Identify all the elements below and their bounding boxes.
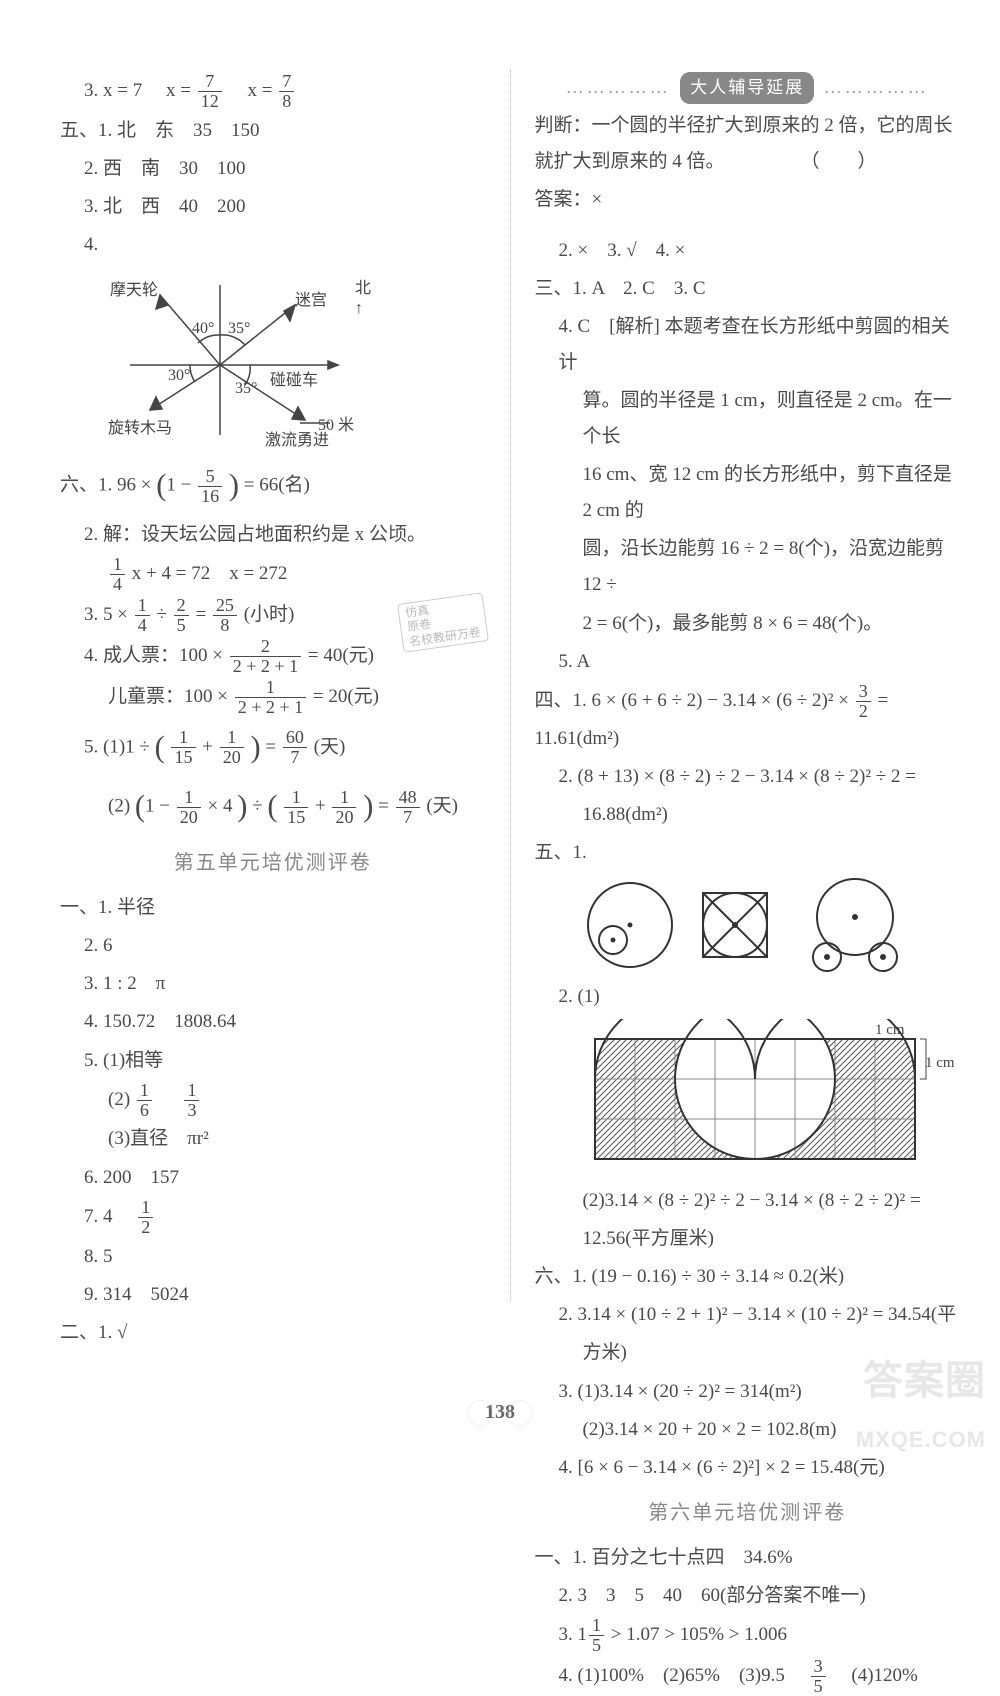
- u5-1-2: 2. 6: [60, 928, 486, 964]
- svg-text:北: 北: [355, 279, 371, 297]
- frac: 712: [198, 72, 222, 111]
- sec6-1: 六、1. 96 × (1 − 516 ) = 66(名): [60, 457, 486, 515]
- u5-1-9: 9. 314 5024: [60, 1277, 486, 1313]
- r5-1-figures: [575, 875, 961, 975]
- r3-4b: 算。圆的半径是 1 cm，则直径是 2 cm。在一个长: [535, 383, 961, 455]
- u5-2-1: 二、1. √: [60, 1315, 486, 1351]
- svg-text:1 cm: 1 cm: [925, 1055, 955, 1071]
- svg-text:1 cm: 1 cm: [875, 1022, 905, 1038]
- r5-2-figure: 1 cm 1 cm: [575, 1019, 961, 1179]
- page: 3. x = 7 x = 712 x = 78 五、1. 北 东 35 150 …: [0, 0, 1000, 1330]
- unit6-title: 第六单元培优测评卷: [535, 1494, 961, 1532]
- u5-1-1: 一、1. 半径: [60, 890, 486, 926]
- r3-1: 三、1. A 2. C 3. C: [535, 271, 961, 307]
- u5-1-5-2: (2) 16 13: [60, 1081, 486, 1120]
- q3-a: x = 7: [103, 80, 142, 101]
- svg-text:35°: 35°: [228, 320, 250, 337]
- sec5-1: 五、1. 北 东 35 150: [60, 113, 486, 149]
- compass-diagram: 北 ↑ 摩天轮 迷宫 碰碰车 旋转木马 激流勇进 50 米 40° 35° 30…: [100, 265, 486, 455]
- u5-1-8: 8. 5: [60, 1239, 486, 1275]
- svg-text:50 米: 50 米: [318, 416, 354, 434]
- r6-2b: 方米): [535, 1335, 961, 1371]
- r3-5: 5. A: [535, 644, 961, 680]
- u6-1-4: 4. (1)100% (2)65% (3)9.5 35 (4)120%: [535, 1657, 961, 1696]
- r4-2b: 16.88(dm²): [535, 797, 961, 833]
- sec6-2-label: 2. 解：设天坛公园占地面积约是 x 公顷。: [60, 517, 486, 553]
- r2: 2. × 3. √ 4. ×: [535, 233, 961, 269]
- u5-1-7: 7. 4 12: [60, 1198, 486, 1237]
- sec6-5a: 5. (1)1 ÷ ( 115 + 120 ) = 607 (天): [60, 719, 486, 777]
- r3-4d: 圆，沿长边能剪 16 ÷ 2 = 8(个)，沿宽边能剪 12 ÷: [535, 531, 961, 603]
- r3-4c: 16 cm、宽 12 cm 的长方形纸中，剪下直径是 2 cm 的: [535, 457, 961, 529]
- u5-1-5: 5. (1)相等: [60, 1043, 486, 1079]
- sec5-3: 3. 北 西 40 200: [60, 189, 486, 225]
- r6-2a: 2. 3.14 × (10 ÷ 2 + 1)² − 3.14 × (10 ÷ 2…: [535, 1297, 961, 1333]
- r6-4: 4. [6 × 6 − 3.14 × (6 ÷ 2)²] × 2 = 15.48…: [535, 1450, 961, 1486]
- right-column: …………… 大人辅导延展 …………… 判断：一个圆的半径扩大到原来的 2 倍，它…: [535, 70, 961, 1300]
- svg-text:摩天轮: 摩天轮: [110, 281, 158, 299]
- q3: 3. x = 7 x = 712 x = 78: [60, 72, 486, 111]
- unit5-title: 第五单元培优测评卷: [60, 844, 486, 882]
- u5-1-4: 4. 150.72 1808.64: [60, 1004, 486, 1040]
- q3-label: 3.: [84, 80, 98, 101]
- r4-2a: 2. (8 + 13) × (8 ÷ 2) ÷ 2 − 3.14 × (8 ÷ …: [535, 759, 961, 795]
- left-column: 3. x = 7 x = 712 x = 78 五、1. 北 东 35 150 …: [60, 70, 486, 1300]
- r6-3b: (2)3.14 × 20 + 20 × 2 = 102.8(m): [535, 1412, 961, 1448]
- q3-c: x =: [248, 80, 273, 101]
- r6-3a: 3. (1)3.14 × (20 ÷ 2)² = 314(m²): [535, 1374, 961, 1410]
- svg-text:40°: 40°: [192, 320, 214, 337]
- sec6-5b: (2) (1 − 120 × 4 ) ÷ ( 115 + 120 ) = 487…: [60, 778, 486, 836]
- svg-text:迷宫: 迷宫: [295, 291, 327, 309]
- judge-q: 判断：一个圆的半径扩大到原来的 2 倍，它的周长就扩大到原来的 4 倍。 （ ）: [535, 108, 961, 180]
- u6-1-3: 3. 115 > 1.07 > 105% > 1.006: [535, 1616, 961, 1655]
- u5-1-3: 3. 1 : 2 π: [60, 966, 486, 1002]
- svg-text:30°: 30°: [168, 367, 190, 384]
- u5-1-6: 6. 200 157: [60, 1160, 486, 1196]
- q3-b: x =: [166, 80, 191, 101]
- judge-a: 答案：×: [535, 182, 961, 218]
- r3-4e: 2 = 6(个)，最多能剪 8 × 6 = 48(个)。: [535, 606, 961, 642]
- r5-2-calc-a: (2)3.14 × (8 ÷ 2)² ÷ 2 − 3.14 × (8 ÷ 2 ÷…: [535, 1183, 961, 1219]
- svg-text:35°: 35°: [235, 380, 257, 397]
- r5-2-calc-b: 12.56(平方厘米): [535, 1221, 961, 1257]
- sec5-2: 2. 西 南 30 100: [60, 151, 486, 187]
- frac: 78: [279, 72, 294, 111]
- page-number: 138: [475, 1393, 525, 1431]
- u5-1-5-3: (3)直径 πr²: [60, 1121, 486, 1157]
- u6-1-2: 2. 3 3 5 40 60(部分答案不唯一): [535, 1578, 961, 1614]
- badge-row: …………… 大人辅导延展 ……………: [535, 70, 961, 104]
- svg-text:碰碰车: 碰碰车: [270, 371, 318, 389]
- svg-text:↑: ↑: [355, 300, 363, 317]
- u6-1-1: 一、1. 百分之七十点四 34.6%: [535, 1540, 961, 1576]
- r3-4a: 4. C [解析] 本题考查在长方形纸中剪圆的相关计: [535, 309, 961, 381]
- r6-1: 六、1. (19 − 0.16) ÷ 30 ÷ 3.14 ≈ 0.2(米): [535, 1259, 961, 1295]
- r5-1-label: 五、1.: [535, 835, 961, 871]
- sec5-4: 4.: [60, 227, 486, 263]
- svg-text:旋转木马: 旋转木马: [108, 419, 172, 437]
- header-badge: 大人辅导延展: [680, 72, 814, 104]
- column-divider: [510, 70, 511, 1300]
- sec6-4b: 儿童票：100 × 12 + 2 + 1 = 20(元): [60, 678, 486, 717]
- sec6-2-eq: 14 x + 4 = 72 x = 272: [60, 555, 486, 594]
- r4-1: 四、1. 6 × (6 + 6 ÷ 2) − 3.14 × (6 ÷ 2)² ×…: [535, 682, 961, 757]
- r5-2-label: 2. (1): [535, 986, 600, 1007]
